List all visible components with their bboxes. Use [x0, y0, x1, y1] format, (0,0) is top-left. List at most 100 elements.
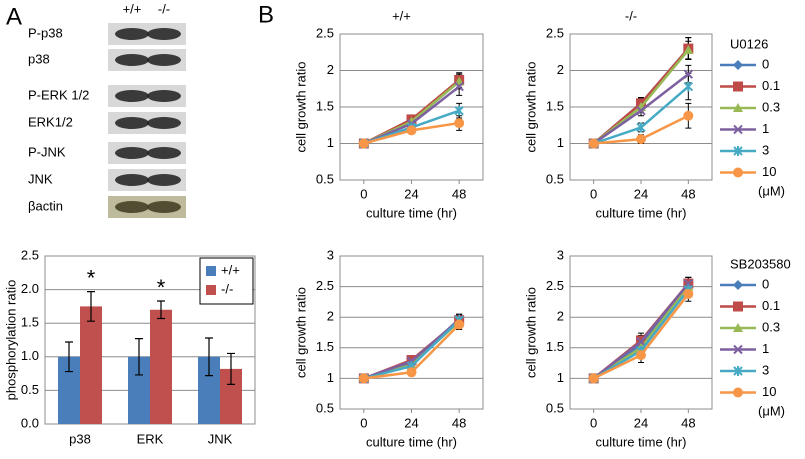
chart-title: -/- — [625, 8, 637, 23]
marker — [358, 373, 369, 384]
y-tick-label: 0.5 — [546, 400, 564, 415]
legend-label: 3 — [762, 362, 769, 377]
blot-row-label: βactin — [28, 198, 63, 213]
y-tick-label: 1.5 — [546, 98, 564, 113]
marker — [454, 118, 465, 129]
y-axis-label: phosphorylation ratio — [3, 280, 18, 401]
blot-row-label: P-JNK — [28, 144, 66, 159]
x-axis-label: culture time (hr) — [366, 434, 457, 449]
y-axis-label: cell growth ratio — [293, 287, 308, 378]
legend-label: 0 — [762, 56, 769, 71]
y-tick-label: 1.5 — [21, 315, 39, 330]
y-axis-label: cell growth ratio — [523, 61, 538, 152]
blot-row-label: JNK — [28, 171, 53, 186]
x-axis-label: culture time (hr) — [595, 205, 686, 220]
legend-marker — [733, 323, 743, 332]
error-bar — [65, 341, 73, 373]
y-tick-label: 1.5 — [316, 98, 334, 113]
error-bar — [205, 337, 213, 377]
y-tick-label: 2.5 — [316, 25, 334, 40]
error-bar — [227, 352, 235, 385]
legend-note: (μM) — [758, 403, 785, 418]
bar — [58, 356, 80, 424]
legend-marker — [733, 280, 743, 290]
marker — [454, 81, 464, 92]
legend-marker — [733, 301, 743, 312]
y-tick-label: 1.0 — [21, 348, 39, 363]
x-tick-label: 24 — [634, 415, 648, 430]
blot-band — [147, 90, 181, 102]
legend-label: 0.1 — [762, 298, 780, 313]
legend-marker — [733, 387, 743, 398]
y-tick-label: 0.5 — [21, 382, 39, 397]
y-tick-label: 2.5 — [21, 247, 39, 262]
x-tick-label: 48 — [452, 415, 466, 430]
legend-marker — [733, 81, 743, 92]
x-tick-label: 0 — [590, 186, 597, 201]
marker — [636, 122, 646, 133]
legend-box — [199, 257, 254, 305]
x-tick-label: 48 — [681, 415, 695, 430]
marker — [683, 45, 694, 55]
y-tick-label: 0.5 — [316, 171, 334, 186]
y-tick-label: 2.5 — [546, 278, 564, 293]
marker — [636, 336, 646, 347]
y-axis-label: cell growth ratio — [293, 61, 308, 152]
plot-frame — [339, 255, 484, 410]
x-tick-label: p38 — [69, 431, 91, 446]
blot-band — [147, 117, 181, 129]
significance-mark: * — [87, 265, 96, 290]
y-tick-label: 1 — [557, 370, 564, 385]
y-tick-label: 0.0 — [21, 415, 39, 430]
legend-label: 0 — [762, 276, 769, 291]
legend-label: +/+ — [221, 262, 240, 277]
blot-row-label: ERK1/2 — [28, 114, 73, 129]
blot-band — [115, 201, 149, 213]
blot-row-label: P-p38 — [28, 25, 63, 40]
legend-label: 1 — [762, 121, 769, 136]
legend-label: 3 — [762, 142, 769, 157]
x-tick-label: 0 — [360, 186, 367, 201]
series-line — [592, 282, 690, 380]
y-tick-label: 2 — [557, 62, 564, 77]
blot-band — [147, 147, 181, 159]
x-tick-label: 0 — [360, 415, 367, 430]
marker — [683, 69, 694, 79]
blot-row-label: p38 — [28, 51, 50, 66]
bar — [220, 368, 242, 424]
bar — [150, 309, 172, 424]
x-tick-label: 24 — [404, 186, 418, 201]
x-tick-label: 48 — [452, 186, 466, 201]
y-axis-label: cell growth ratio — [523, 287, 538, 378]
legend-label: 0.3 — [762, 99, 780, 114]
y-tick-label: 2 — [327, 62, 334, 77]
bar — [128, 356, 150, 424]
legend-marker — [733, 167, 743, 178]
blot-band — [147, 201, 181, 213]
x-tick-label: JNK — [208, 431, 233, 446]
marker — [406, 125, 417, 136]
y-tick-label: 3 — [327, 247, 334, 262]
x-axis-label: culture time (hr) — [595, 434, 686, 449]
marker — [588, 373, 599, 384]
marker — [358, 138, 369, 149]
marker — [454, 105, 464, 116]
marker — [683, 288, 694, 299]
blot-band — [115, 54, 149, 66]
panel-label: A — [6, 3, 22, 30]
legend-marker — [733, 366, 743, 376]
blot-row-label: P-ERK 1/2 — [28, 87, 89, 102]
y-tick-label: 2.5 — [546, 25, 564, 40]
y-tick-label: 1 — [557, 135, 564, 150]
significance-mark: * — [157, 275, 166, 300]
marker — [683, 81, 694, 92]
blot-band — [147, 54, 181, 66]
blot-band — [115, 117, 149, 129]
y-tick-label: 1 — [327, 370, 334, 385]
legend-label: -/- — [221, 281, 233, 296]
blot-band — [147, 174, 181, 186]
legend-title: U0126 — [730, 36, 768, 51]
chart-title: +/+ — [392, 8, 411, 23]
legend-label: 1 — [762, 341, 769, 356]
y-tick-label: 0.5 — [316, 400, 334, 415]
